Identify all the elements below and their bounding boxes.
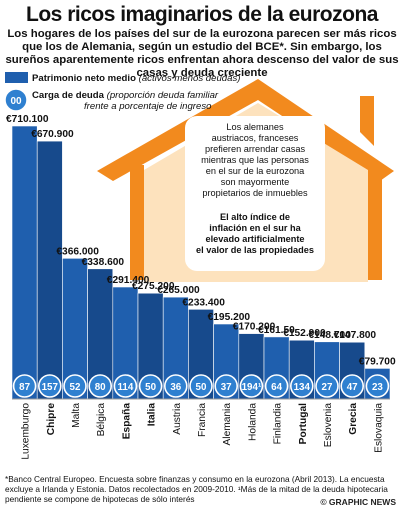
debt-label: 80 <box>95 382 106 393</box>
house-chimney <box>360 96 374 146</box>
value-label: €170.200 <box>233 322 276 333</box>
category-label: Alemania <box>222 403 233 446</box>
debt-badge <box>289 374 314 398</box>
debt-label: 36 <box>170 382 181 393</box>
category-label: Portugal <box>298 403 309 444</box>
svg-text:Carga de deuda (proporción deu: Carga de deuda (proporción deuda familia… <box>32 90 219 101</box>
value-label: €338.600 <box>82 257 125 268</box>
legend-label-wealth: Patrimonio neto medio <box>32 73 136 84</box>
debt-badge <box>214 374 238 398</box>
value-label: €148.700 <box>308 330 351 341</box>
value-label: €233.400 <box>182 297 225 308</box>
value-label: €152.900 <box>283 328 326 339</box>
debt-badge <box>340 374 365 398</box>
house-text-bold: elevado artificialmente <box>205 234 304 244</box>
debt-label: 27 <box>322 382 333 393</box>
value-label: €161.50 <box>258 325 295 336</box>
debt-label: 134 <box>294 382 311 393</box>
debt-label: 157 <box>42 382 59 393</box>
value-label: €710.100 <box>6 114 49 125</box>
category-label: Bélgica <box>96 403 107 437</box>
debt-label: 50 <box>196 382 207 393</box>
value-label: €147.800 <box>334 330 377 341</box>
debt-label: 37 <box>221 382 232 393</box>
category-label: Eslovaquia <box>373 403 384 453</box>
category-label: Eslovenia <box>323 403 334 448</box>
debt-label: 194¹ <box>242 382 262 393</box>
footnote: *Banco Central Europeo. Encuesta sobre f… <box>5 474 388 504</box>
debt-badge <box>63 374 87 398</box>
legend-note-debt-2: frente a porcentaje de ingreso <box>84 101 212 112</box>
credit: © GRAPHIC NEWS <box>320 497 396 507</box>
bars-layer: €710.100 87 Luxemburgo €670.900 157 Chipre €36… <box>6 114 396 460</box>
debt-badge <box>264 374 289 398</box>
category-label: Malta <box>71 403 82 428</box>
house-roof <box>97 79 394 181</box>
house-text-line: Los alemanes <box>226 122 284 132</box>
category-label: Chipre <box>46 403 57 436</box>
category-label: Finlandia <box>273 403 284 445</box>
category-label: Italia <box>147 403 158 427</box>
debt-badge <box>12 374 37 398</box>
house-wall-right <box>368 165 382 280</box>
legend: Patrimonio neto medio (activos menos deu… <box>4 72 240 112</box>
house-text-bold: El alto índice de <box>220 212 290 222</box>
category-label: Holanda <box>247 403 258 441</box>
category-label: Luxemburgo <box>21 403 32 460</box>
debt-label: 52 <box>70 382 81 393</box>
house-text-line: mientras que las personas <box>201 155 309 165</box>
debt-label: 47 <box>347 382 358 393</box>
legend-badge-debt <box>4 88 28 112</box>
subtitle: Los hogares de los países del sur de la … <box>5 28 399 79</box>
value-label: €366.000 <box>56 246 99 257</box>
value-label: €79.700 <box>359 356 396 367</box>
house-illustration <box>97 79 394 282</box>
debt-badge <box>138 374 163 398</box>
value-label: €291.400 <box>107 275 150 286</box>
legend-label-debt: Carga de deuda <box>32 90 105 101</box>
house-text-line: prefieren arrendar casas <box>205 144 305 154</box>
house-panel <box>185 116 325 271</box>
debt-badge <box>365 374 390 398</box>
house-text-bold: inflación en el sur ha <box>209 223 301 233</box>
debt-badge <box>239 374 264 398</box>
category-label: Francia <box>197 403 208 437</box>
category-label: Austria <box>172 403 183 435</box>
bar <box>36 140 63 400</box>
house-text-line: son mayormente <box>221 177 289 187</box>
value-label: €275.200 <box>132 281 175 292</box>
legend-badge-text: 00 <box>10 96 22 107</box>
house-text: Los alemanes austriacos, franceses prefi… <box>196 122 314 255</box>
debt-label: 23 <box>372 382 383 393</box>
house-text-line: austriacos, franceses <box>212 133 299 143</box>
debt-badge <box>37 374 62 398</box>
debt-label: 64 <box>271 382 282 393</box>
value-label: €670.900 <box>31 129 74 140</box>
svg-text:Patrimonio neto medio (activos: Patrimonio neto medio (activos menos deu… <box>32 73 240 84</box>
debt-label: 87 <box>19 382 30 393</box>
page-title: Los ricos imaginarios de la eurozona <box>26 3 378 26</box>
value-label: €265.000 <box>157 285 200 296</box>
debt-badge <box>315 374 339 398</box>
category-label: Grecia <box>348 403 359 435</box>
debt-badge <box>113 374 138 398</box>
legend-note-debt-1: (proporción deuda familiar <box>107 90 219 101</box>
debt-label: 50 <box>145 382 156 393</box>
debt-badge <box>88 374 112 398</box>
legend-swatch-wealth <box>5 72 28 83</box>
debt-badge <box>189 374 213 398</box>
debt-label: 114 <box>117 382 133 393</box>
house-wall-left <box>130 165 144 280</box>
bar <box>11 125 38 400</box>
house-text-bold: el valor de las propiedades <box>196 245 314 255</box>
category-label: España <box>121 403 132 440</box>
house-text-line: en el sur de la eurozona <box>206 166 305 176</box>
debt-badge <box>164 374 188 398</box>
house-text-line: propietarios de inmuebles <box>202 188 308 198</box>
legend-note-wealth: (activos menos deudas) <box>139 73 241 84</box>
value-label: €195.200 <box>208 312 251 323</box>
